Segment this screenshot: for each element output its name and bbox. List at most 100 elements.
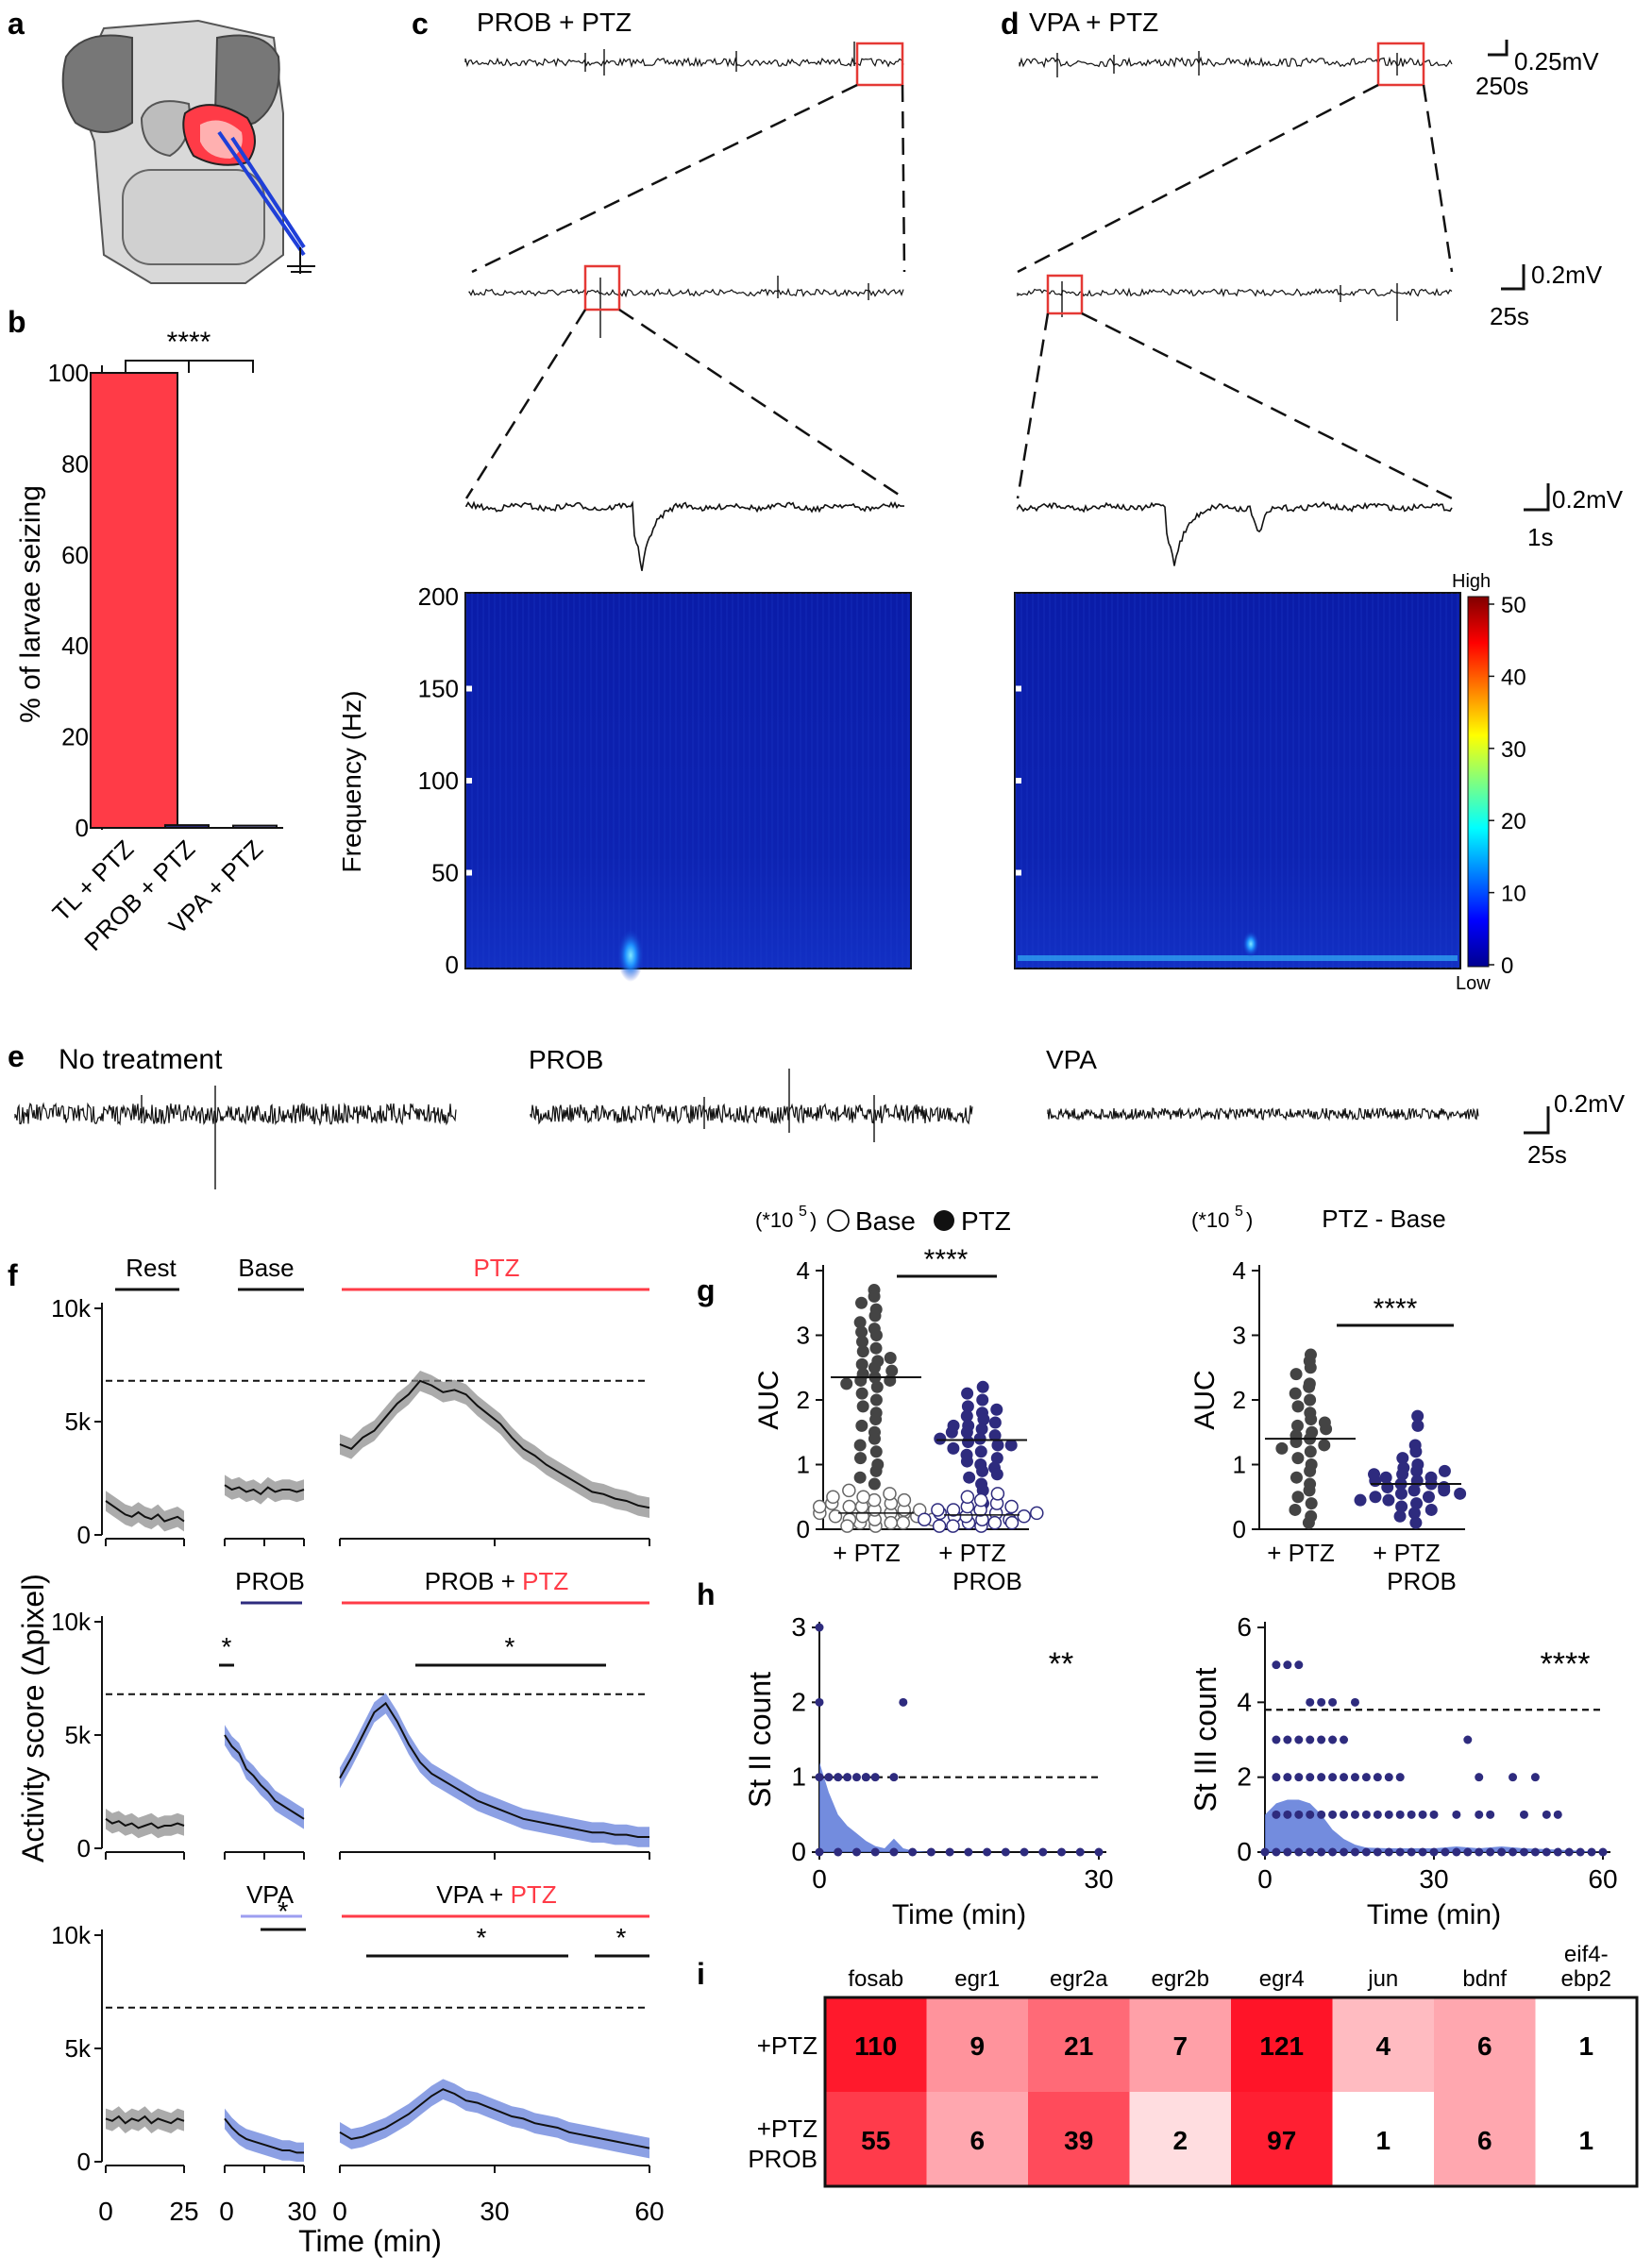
h-left-point [1094, 1847, 1104, 1857]
g-legend-ptz-marker [934, 1210, 954, 1231]
h-right-point [1361, 1810, 1371, 1819]
scale-v-1: 0.25mV [1514, 47, 1599, 76]
g-legend-ptz: PTZ [961, 1206, 1011, 1236]
spectrogram-yticks: 0 50 100 150 200 [418, 582, 1021, 979]
zoom-line-d-2b [1081, 312, 1453, 500]
g-left-ptz-point [854, 1373, 868, 1387]
h-left-point [870, 1847, 880, 1857]
h-left-point [983, 1847, 992, 1857]
h-right-point [1328, 1697, 1338, 1707]
h-left-point [964, 1847, 973, 1857]
trace-c-overview [464, 56, 904, 69]
g-left-ptz-point [869, 1341, 883, 1355]
h-right-point [1350, 1773, 1359, 1782]
zoom-line-c-2b [618, 308, 905, 500]
h-right-point [1463, 1847, 1473, 1857]
h-left-point [851, 1847, 861, 1857]
f-ytick-label: 5k [65, 2034, 92, 2063]
spectrogram-ytick: 50 [431, 859, 459, 887]
heatmap-value: 1 [1578, 2031, 1593, 2061]
h-left-point [1038, 1847, 1048, 1857]
g-right-prob-point [1411, 1409, 1424, 1423]
heatmap-cell [1129, 2092, 1231, 2186]
g-left-prob-ptz-point [976, 1464, 989, 1477]
g-right-prob-point [1394, 1487, 1408, 1500]
h-right-point [1429, 1810, 1439, 1819]
scale-v-3: 0.2mV [1552, 485, 1624, 514]
h-left-point [1001, 1847, 1010, 1857]
g-left-ptz-point [869, 1464, 883, 1477]
h-right-point [1373, 1847, 1382, 1857]
colorbar [1467, 596, 1490, 968]
h-right-point [1542, 1847, 1551, 1857]
spectrogram-c-hotspot [617, 929, 644, 982]
heatmap-value: 4 [1375, 2031, 1391, 2061]
b-ytick-label: 100 [48, 359, 89, 387]
f-band [340, 1693, 649, 1847]
heatmap-value: 21 [1064, 2031, 1093, 2061]
h-right-point [1452, 1847, 1461, 1857]
scale-bars-cd: 0.25mV 250s 0.2mV 25s 0.2mV 1s [1475, 40, 1624, 551]
h-right-point [1553, 1810, 1562, 1819]
f-drugptz-label: PROB + PTZ [425, 1567, 569, 1595]
g-right-ptz-point [1302, 1516, 1315, 1529]
g-left-ptz-point [853, 1316, 867, 1329]
g-left-prob-base-point [960, 1490, 975, 1504]
g-left-prob-base-point [973, 1492, 988, 1508]
g-right-prob-point [1454, 1487, 1467, 1500]
b-ytick-label: 0 [76, 814, 89, 842]
g-right-ptz-point [1289, 1387, 1302, 1400]
b-ytick-label: 80 [61, 449, 89, 478]
trace-label-vpa: VPA [1046, 1045, 1097, 1074]
h-left-xlabel: Time (min) [892, 1899, 1026, 1930]
trace-d-detail [1017, 500, 1453, 566]
heatmap-cell [1434, 1997, 1536, 2092]
zoom-box-d-1 [1376, 42, 1425, 87]
f-drugptz-label-b: PTZ [522, 1567, 568, 1595]
zoom-box-c-2 [583, 264, 621, 312]
g-left-xlabel: + PTZ [833, 1539, 901, 1567]
h-left-point [824, 1773, 834, 1782]
h-left-point [926, 1847, 936, 1857]
heatmap-value: 2 [1172, 2126, 1188, 2155]
h-right-point [1497, 1847, 1507, 1857]
heatmap-value: 6 [1477, 2031, 1492, 2061]
f-drug-label: VPA [246, 1880, 295, 1909]
g-right-ptz-point [1290, 1419, 1304, 1432]
f-rest-label: Rest [126, 1254, 177, 1282]
panel-label-d: d [1001, 7, 1020, 41]
h-right-point [1429, 1847, 1439, 1857]
b-bar [164, 824, 210, 829]
g-left-prob-ptz-point [960, 1425, 973, 1439]
h-right-xlabel: Time (min) [1367, 1899, 1501, 1930]
h-left-sig: ** [1049, 1646, 1073, 1682]
g-left-ptz-point [855, 1419, 868, 1432]
h-left-point [908, 1847, 918, 1857]
colorbar-tick-label: 0 [1501, 953, 1513, 979]
b-sig-bracket [125, 360, 254, 373]
f-base-label: Base [238, 1254, 294, 1282]
f-sig-star: * [477, 1923, 487, 1952]
f-sig-star: * [505, 1632, 515, 1661]
g-right-ptz-point [1291, 1491, 1305, 1504]
h-right-ytick-label: 2 [1237, 1762, 1252, 1792]
g-left-prob-ptz-point [960, 1455, 973, 1468]
panel-label-i: i [697, 1957, 705, 1991]
h-right-point [1317, 1810, 1326, 1819]
g-left-ytick-label: 0 [797, 1515, 810, 1543]
g-left-prob-ptz-point [977, 1413, 990, 1426]
h-right-point [1340, 1735, 1349, 1744]
heatmap-col-label: egr2b [1152, 1966, 1209, 1992]
heatmap-value: 6 [1477, 2126, 1492, 2155]
h-right-point [1452, 1810, 1461, 1819]
g-right-sig: **** [1374, 1293, 1418, 1324]
trace-label-no-treatment: No treatment [59, 1044, 223, 1075]
h-right-area [1265, 1799, 1603, 1852]
h-right-point [1306, 1847, 1315, 1857]
g-right-ytick-label: 2 [1233, 1386, 1246, 1414]
f-ytick-label: 10k [51, 1921, 92, 1949]
g-left-base-point [897, 1492, 912, 1508]
g-left-prob-base-point [931, 1503, 945, 1517]
